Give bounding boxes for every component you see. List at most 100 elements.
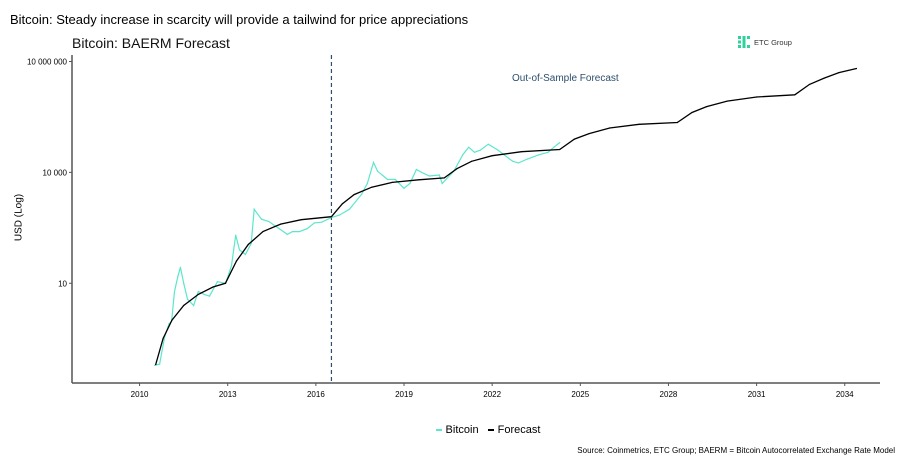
data-point-bitcoin (538, 154, 540, 156)
data-point-forecast (341, 203, 343, 205)
data-point-bitcoin (177, 276, 179, 278)
data-point-bitcoin (183, 282, 185, 284)
data-point-bitcoin (415, 168, 417, 171)
data-point-bitcoin (208, 295, 211, 297)
data-point-forecast (197, 293, 199, 295)
chart-subtitle: Bitcoin: BAERM Forecast (72, 35, 230, 51)
data-point-bitcoin (291, 230, 293, 233)
data-point-forecast (183, 304, 185, 307)
data-point-bitcoin (473, 151, 476, 153)
data-point-forecast (371, 186, 373, 188)
y-tick-label: 10 000 000 (27, 58, 68, 67)
legend-label-bitcoin: Bitcoin (445, 424, 479, 437)
data-point-forecast (559, 148, 561, 151)
x-tick-label: 2013 (219, 390, 237, 399)
y-tick-label: 10 (58, 279, 67, 288)
data-point-bitcoin (386, 178, 389, 181)
data-point-bitcoin (168, 323, 170, 325)
data-point-bitcoin (479, 149, 482, 151)
data-point-forecast (808, 83, 811, 86)
data-point-forecast (224, 282, 226, 284)
data-point-forecast (823, 77, 825, 79)
data-point-bitcoin (186, 298, 189, 300)
legend-label-forecast: Forecast (497, 424, 541, 437)
x-tick-label: 2019 (395, 390, 413, 399)
data-point-bitcoin (468, 146, 470, 148)
data-point-bitcoin (348, 208, 350, 210)
data-point-bitcoin (394, 178, 396, 180)
data-point-bitcoin (238, 249, 241, 251)
data-point-forecast (171, 319, 173, 321)
data-point-bitcoin (193, 304, 195, 307)
x-tick-label: 2025 (571, 390, 589, 399)
data-point-forecast (162, 337, 164, 340)
data-point-forecast (491, 155, 493, 157)
data-point-forecast (280, 223, 282, 225)
data-point-bitcoin (338, 214, 340, 216)
data-point-forecast (855, 67, 858, 70)
data-point-forecast (638, 123, 640, 125)
data-point-forecast (235, 260, 238, 262)
data-point-bitcoin (403, 187, 405, 189)
data-point-bitcoin (487, 143, 489, 145)
data-point-bitcoin (512, 160, 514, 162)
data-point-bitcoin (428, 175, 430, 177)
data-point-forecast (838, 71, 840, 74)
legend: Bitcoin Forecast (0, 424, 903, 436)
data-point-bitcoin (260, 218, 263, 220)
data-point-bitcoin (366, 182, 368, 185)
data-point-bitcoin (372, 161, 375, 164)
data-point-forecast (706, 105, 708, 108)
x-tick-label: 2031 (748, 390, 766, 399)
data-point-forecast (300, 219, 302, 221)
data-point-bitcoin (409, 182, 411, 185)
data-point-bitcoin (286, 233, 288, 235)
data-point-bitcoin (173, 290, 176, 293)
data-point-bitcoin (559, 141, 561, 144)
data-point-bitcoin (153, 364, 156, 366)
data-point-bitcoin (203, 293, 205, 295)
data-point-bitcoin (421, 171, 423, 173)
data-point-forecast (691, 111, 693, 114)
x-tick-label: 2022 (483, 390, 501, 399)
data-point-bitcoin (216, 281, 219, 283)
data-point-bitcoin (497, 149, 499, 151)
data-point-forecast (391, 181, 393, 183)
data-point-bitcoin (158, 363, 161, 365)
data-point-bitcoin (306, 228, 308, 230)
forecast-annotation: Out-of-Sample Forecast (512, 73, 619, 84)
data-point-forecast (418, 179, 420, 181)
data-point-bitcoin (518, 162, 520, 164)
data-point-bitcoin (277, 227, 279, 229)
data-point-bitcoin (230, 265, 233, 267)
data-point-forecast (676, 121, 678, 124)
data-point-bitcoin (547, 151, 549, 153)
data-point-forecast (794, 94, 796, 96)
data-point-bitcoin (313, 222, 315, 224)
data-point-bitcoin (235, 234, 237, 236)
data-point-forecast (155, 363, 157, 366)
data-point-forecast (212, 286, 214, 288)
data-point-forecast (755, 96, 758, 98)
data-point-bitcoin (197, 290, 199, 293)
data-point-forecast (353, 193, 355, 196)
data-point-bitcoin (298, 230, 301, 233)
data-point-bitcoin (244, 253, 246, 256)
x-tick-label: 2034 (836, 390, 854, 399)
data-point-bitcoin (360, 194, 363, 196)
data-point-forecast (726, 100, 728, 102)
data-point-bitcoin (321, 221, 323, 223)
data-point-bitcoin (376, 170, 379, 172)
data-point-bitcoin (268, 220, 270, 223)
logo-icon (738, 36, 750, 48)
legend-key-forecast (487, 429, 494, 432)
series-line-forecast (155, 67, 857, 365)
y-tick-label: 10 000 (43, 168, 68, 177)
data-point-forecast (573, 138, 576, 140)
chart-title: Bitcoin: Steady increase in scarcity wil… (10, 12, 469, 27)
data-point-forecast (470, 160, 473, 162)
data-point-bitcoin (462, 154, 464, 156)
x-tick-label: 2016 (307, 390, 325, 399)
data-point-forecast (456, 168, 458, 170)
